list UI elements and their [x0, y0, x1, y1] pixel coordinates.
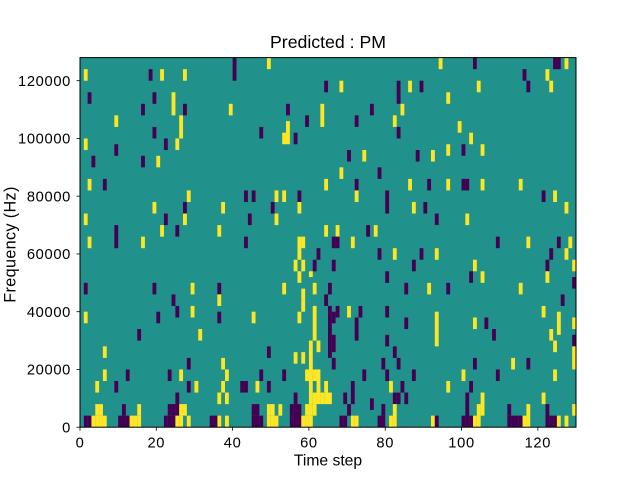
- svg-text:40: 40: [224, 436, 242, 452]
- svg-text:80: 80: [376, 436, 394, 452]
- svg-text:60: 60: [300, 436, 318, 452]
- svg-text:0: 0: [62, 420, 71, 436]
- svg-text:20: 20: [147, 436, 165, 452]
- svg-text:100000: 100000: [18, 132, 71, 148]
- svg-text:20000: 20000: [27, 363, 71, 379]
- svg-text:40000: 40000: [27, 305, 71, 321]
- svg-text:60000: 60000: [27, 247, 71, 263]
- svg-text:Time step: Time step: [294, 453, 363, 470]
- svg-text:120: 120: [525, 436, 552, 452]
- svg-text:100: 100: [448, 436, 475, 452]
- svg-text:0: 0: [76, 436, 85, 452]
- svg-text:Predicted : PM: Predicted : PM: [270, 32, 386, 52]
- svg-text:Frequency (Hz): Frequency (Hz): [2, 186, 20, 302]
- svg-text:120000: 120000: [18, 74, 71, 90]
- svg-text:80000: 80000: [27, 189, 71, 205]
